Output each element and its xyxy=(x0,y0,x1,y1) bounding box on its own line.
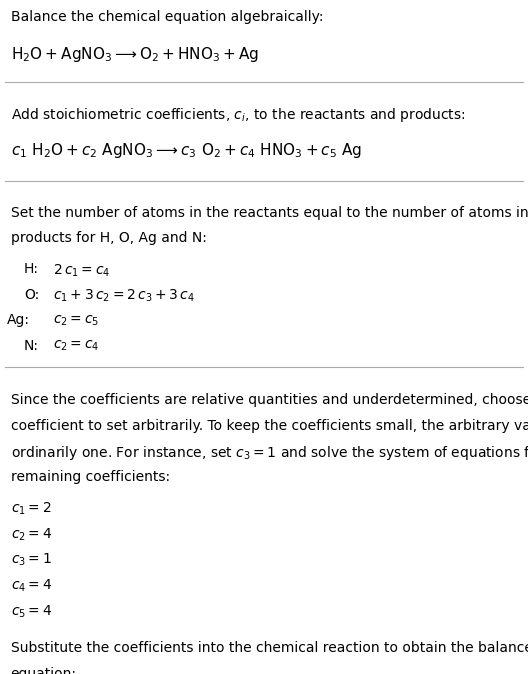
Text: Ag:: Ag: xyxy=(7,313,30,328)
Text: $c_1\ \mathrm{H_2O} + c_2\ \mathrm{AgNO_3} \longrightarrow c_3\ \mathrm{O_2} + c: $c_1\ \mathrm{H_2O} + c_2\ \mathrm{AgNO_… xyxy=(11,141,362,160)
Text: $c_2 = c_5$: $c_2 = c_5$ xyxy=(53,313,99,328)
Text: coefficient to set arbitrarily. To keep the coefficients small, the arbitrary va: coefficient to set arbitrarily. To keep … xyxy=(11,419,528,433)
Text: O:: O: xyxy=(24,288,39,302)
Text: Balance the chemical equation algebraically:: Balance the chemical equation algebraica… xyxy=(11,10,323,24)
Text: Add stoichiometric coefficients, $c_i$, to the reactants and products:: Add stoichiometric coefficients, $c_i$, … xyxy=(11,106,465,124)
Text: $c_3 = 1$: $c_3 = 1$ xyxy=(11,552,51,568)
Text: $c_4 = 4$: $c_4 = 4$ xyxy=(11,578,52,594)
Text: $\mathrm{H_2O + AgNO_3 \longrightarrow O_2 + HNO_3 + Ag}$: $\mathrm{H_2O + AgNO_3 \longrightarrow O… xyxy=(11,45,259,64)
Text: N:: N: xyxy=(24,339,39,353)
Text: products for H, O, Ag and N:: products for H, O, Ag and N: xyxy=(11,231,206,245)
Text: H:: H: xyxy=(24,262,39,276)
Text: $c_5 = 4$: $c_5 = 4$ xyxy=(11,603,52,619)
Text: $c_2 = c_4$: $c_2 = c_4$ xyxy=(53,339,99,353)
Text: $c_2 = 4$: $c_2 = 4$ xyxy=(11,526,52,543)
Text: $c_1 = 2$: $c_1 = 2$ xyxy=(11,501,51,517)
Text: equation:: equation: xyxy=(11,667,77,674)
Text: Substitute the coefficients into the chemical reaction to obtain the balanced: Substitute the coefficients into the che… xyxy=(11,641,528,655)
Text: $2\,c_1 = c_4$: $2\,c_1 = c_4$ xyxy=(53,262,110,278)
Text: Set the number of atoms in the reactants equal to the number of atoms in the: Set the number of atoms in the reactants… xyxy=(11,206,528,220)
Text: ordinarily one. For instance, set $c_3 = 1$ and solve the system of equations fo: ordinarily one. For instance, set $c_3 =… xyxy=(11,444,528,462)
Text: Since the coefficients are relative quantities and underdetermined, choose a: Since the coefficients are relative quan… xyxy=(11,393,528,407)
Text: remaining coefficients:: remaining coefficients: xyxy=(11,470,169,484)
Text: $c_1 + 3\,c_2 = 2\,c_3 + 3\,c_4$: $c_1 + 3\,c_2 = 2\,c_3 + 3\,c_4$ xyxy=(53,288,195,304)
